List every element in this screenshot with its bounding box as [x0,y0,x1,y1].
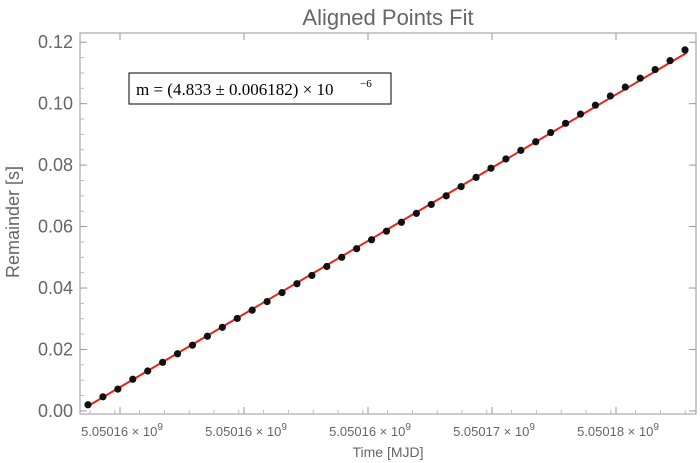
x-tick-label: 5.05016 × 109 [205,422,287,439]
data-point [382,227,391,235]
data-point [159,358,167,366]
y-tick-label: 0.04 [38,278,73,298]
data-point [218,323,226,331]
y-tick-label: 0.10 [38,94,73,114]
data-point [248,306,256,314]
data-point [442,192,450,200]
y-tick-label: 0.02 [38,339,73,359]
annotation-exponent: −6 [360,78,372,90]
data-point [263,297,271,306]
data-point [293,280,301,288]
data-point [606,92,614,100]
data-point [591,101,600,109]
data-point [397,218,406,226]
data-point [129,375,137,383]
data-point [412,209,420,217]
data-point [576,110,585,118]
data-point [651,65,659,74]
data-point [367,236,376,244]
x-tick-label: 5.05016 × 109 [329,422,411,439]
data-point [278,289,286,297]
y-axis-label: Remainder [s] [3,166,23,278]
data-marks [84,46,689,409]
data-point [472,173,480,182]
data-point [681,46,689,54]
annotation-box [128,72,392,105]
y-tick-label: 0.00 [38,401,73,421]
x-tick-label: 5.05018 × 109 [577,422,659,439]
data-point [99,393,107,401]
data-point [338,253,346,261]
data-point [457,183,465,191]
data-point [502,155,510,163]
data-point [517,146,525,154]
x-axis-label: Time [MJD] [352,444,423,460]
data-point [188,341,197,349]
data-point [203,332,211,340]
y-tick-label: 0.06 [38,217,73,237]
data-point [621,83,629,91]
data-point [547,128,555,137]
data-point [532,138,540,146]
data-point [562,119,570,127]
data-point [427,200,435,209]
chart-title: Aligned Points Fit [302,5,473,30]
data-point [173,350,182,358]
x-tick-label: 5.05017 × 109 [453,422,535,439]
data-point [636,74,644,82]
data-point [144,367,152,375]
data-point [487,164,495,172]
axis-ticks: 0.00 0.02 0.04 0.06 0.08 0.10 0.12 5.05016 × 10… [38,32,696,439]
data-point [323,262,331,271]
data-point [114,385,122,393]
data-point [308,271,316,280]
y-tick-label: 0.12 [38,32,73,52]
y-tick-label: 0.08 [38,155,73,175]
annotation-text: m = (4.833 ± 0.006182) × 10 [136,80,334,99]
x-tick-label: 5.05016 × 109 [81,422,163,439]
data-point [233,314,241,323]
data-point [84,401,92,409]
data-point [666,57,674,65]
data-point [353,245,361,253]
fit-annotation: m = (4.833 ± 0.006182) × 10 −6 [128,72,392,105]
